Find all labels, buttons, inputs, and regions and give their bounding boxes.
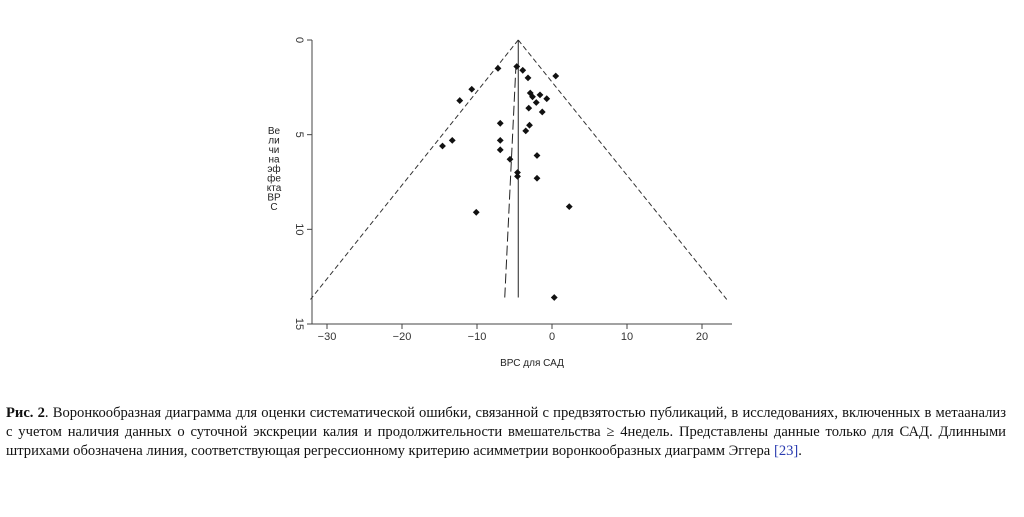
study-point	[525, 104, 533, 112]
funnel-plot-figure: −30 −20 −10 0 10 20 0 5 10 15 Ве ли чи на эф фе кта ВР С ВР…	[240, 22, 760, 382]
caption-text: . Воронкообразная диаграмма для оценки с…	[6, 405, 1006, 459]
study-point	[543, 95, 551, 103]
x-axis-title: ВРС для САД	[500, 358, 564, 369]
caption-label: Рис. 2	[6, 405, 45, 421]
study-point	[456, 97, 464, 104]
study-point	[472, 208, 480, 216]
figure-caption: Рис. 2. Воронкообразная диаграмма для оц…	[6, 404, 1006, 461]
study-point	[448, 136, 456, 144]
study-point	[522, 127, 530, 135]
study-point	[496, 136, 504, 144]
caption-reference-link[interactable]: [23]	[773, 443, 799, 459]
study-point	[514, 169, 521, 176]
egger-regression-line	[504, 64, 517, 298]
study-point	[514, 172, 521, 180]
study-point	[524, 74, 532, 82]
study-point	[536, 91, 544, 99]
y-axis-title-line: на	[268, 155, 280, 166]
study-point	[526, 89, 534, 97]
y-axis-title-line: ВР	[267, 193, 281, 204]
study-point	[439, 142, 446, 150]
y-axis-title-line: чи	[269, 145, 280, 156]
study-point	[532, 99, 540, 106]
study-point	[538, 108, 546, 116]
y-tick-label: 0	[293, 37, 305, 43]
study-point	[533, 174, 541, 182]
y-axis-title-line: Ве	[268, 126, 281, 137]
y-tick-label: 15	[293, 318, 305, 330]
study-point	[494, 65, 502, 72]
study-point	[565, 203, 573, 211]
y-tick-label: 10	[293, 223, 305, 235]
study-point	[526, 121, 533, 129]
y-axis-title-line: ли	[268, 136, 279, 147]
study-point	[550, 294, 558, 301]
x-tick-label: −30	[318, 331, 337, 343]
study-point	[529, 93, 536, 101]
study-point	[552, 72, 560, 80]
study-point	[496, 146, 504, 154]
x-tick-label: −10	[468, 331, 487, 343]
y-axis-title-line: С	[270, 202, 277, 213]
y-axis-title-line: кта	[267, 183, 282, 194]
study-point	[519, 66, 527, 74]
x-tick-label: 20	[696, 331, 708, 343]
x-tick-label: −20	[393, 331, 412, 343]
study-point	[513, 63, 521, 70]
funnel-left-line	[310, 39, 519, 300]
y-axis-title-line: эф	[267, 163, 280, 175]
study-point	[533, 152, 541, 159]
x-tick-label: 10	[621, 331, 633, 343]
caption-end: .	[798, 443, 802, 459]
x-tick-label: 0	[549, 331, 555, 343]
study-point	[496, 119, 504, 127]
y-axis-title-line: фе	[267, 173, 281, 185]
funnel-right-line	[517, 39, 728, 300]
study-point	[468, 85, 476, 93]
study-point	[506, 155, 514, 163]
y-tick-label: 5	[293, 132, 305, 138]
